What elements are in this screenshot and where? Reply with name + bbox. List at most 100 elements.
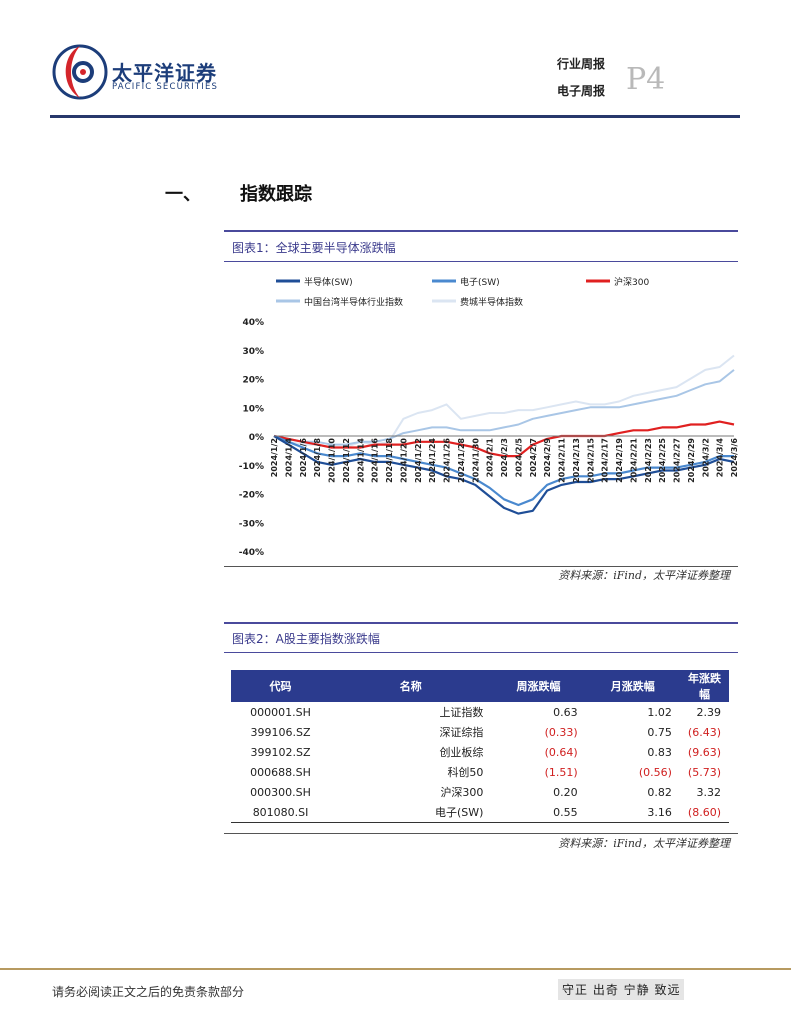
x-tick-label: 2024/1/24 <box>428 438 437 483</box>
cell-code: 801080.SI <box>231 802 331 823</box>
figure1-source: 资料来源：iFind，太平洋证券整理 <box>558 569 730 582</box>
x-tick-label: 2024/2/9 <box>543 438 552 478</box>
figure1-title: 图表1：全球主要半导体涨跌幅 <box>232 241 396 255</box>
y-tick-label: -40% <box>239 548 264 558</box>
cell-code: 399106.SZ <box>250 725 311 739</box>
x-tick-label: 2024/1/14 <box>356 438 365 483</box>
index-performance-table: 代码 名称 周涨跌幅 月涨跌幅 年涨跌幅 000001.SH 上证指数 0.63 1.… <box>231 670 729 823</box>
y-tick-label: 40% <box>242 318 264 328</box>
y-tick-label: -10% <box>239 462 264 472</box>
series-line <box>273 354 735 449</box>
x-tick-label: 2024/1/26 <box>443 438 452 483</box>
cell-code: 000688.SH <box>250 765 311 779</box>
section-number: 一、 <box>165 184 201 205</box>
cell-yearly: (5.73) <box>687 765 721 779</box>
series-line <box>273 434 734 507</box>
x-tick-label: 2024/2/27 <box>673 438 682 483</box>
logo-emblem-icon <box>52 44 108 100</box>
table-row: 000300.SH 沪深300 0.20 0.82 3.32 <box>231 782 729 802</box>
x-tick-label: 2024/1/12 <box>342 438 351 483</box>
x-tick-label: 2024/2/15 <box>586 438 595 483</box>
figure2-source-rule <box>224 833 738 834</box>
x-tick-label: 2024/3/6 <box>730 438 739 478</box>
y-tick-label: -20% <box>239 491 264 501</box>
cell-name: 电子(SW) <box>330 802 492 823</box>
x-tick-label: 2024/2/3 <box>500 438 509 477</box>
cell-weekly: 0.20 <box>553 785 578 799</box>
col-header-name: 名称 <box>330 670 492 702</box>
semiconductor-line-chart: 半导体(SW) 电子(SW) 沪深300 中国台湾半导体行业指数 费城半导体指数 40%… <box>239 276 739 558</box>
cell-yearly: (6.43) <box>687 725 721 739</box>
cell-yearly: 2.39 <box>696 705 722 719</box>
y-tick-label: 30% <box>242 347 264 357</box>
table-row: 399106.SZ 深证综指 (0.33) 0.75 (6.43) <box>231 722 729 742</box>
x-tick-label: 2024/1/22 <box>414 438 423 483</box>
x-tick-label: 2024/1/4 <box>284 438 293 478</box>
x-tick-label: 2024/1/30 <box>471 438 480 483</box>
cell-name: 沪深300 <box>440 786 484 799</box>
section-title: 指数跟踪 <box>240 184 312 205</box>
company-motto: 守正 出奇 宁静 致远 <box>558 979 685 1000</box>
cell-monthly: 0.83 <box>647 745 672 759</box>
x-tick-label: 2024/2/19 <box>615 438 624 483</box>
chart-series <box>273 354 735 515</box>
figure2-top-rule <box>224 622 738 624</box>
cell-name: 上证指数 <box>439 706 484 719</box>
cell-weekly: (0.64) <box>544 745 578 759</box>
table-row: 801080.SI 电子(SW) 0.55 3.16 (8.60) <box>231 802 729 823</box>
x-tick-label: 2024/1/2 <box>270 438 279 477</box>
x-tick-label: 2024/2/1 <box>486 438 495 478</box>
x-tick-label: 2024/1/10 <box>328 438 337 483</box>
figure2-title: 图表2：A股主要指数涨跌幅 <box>232 632 380 646</box>
y-tick-label: 10% <box>242 404 264 414</box>
x-tick-label: 2024/2/17 <box>601 438 610 483</box>
legend-label: 中国台湾半导体行业指数 <box>304 296 403 308</box>
x-tick-label: 2024/2/5 <box>514 438 523 478</box>
series-line <box>273 420 735 458</box>
cell-monthly: 3.16 <box>585 802 680 823</box>
cell-code: 000001.SH <box>250 705 311 719</box>
x-tick-label: 2024/1/8 <box>313 438 322 478</box>
legend-label: 电子(SW) <box>460 276 500 288</box>
legend-label: 半导体(SW) <box>304 276 353 288</box>
x-tick-label: 2024/1/20 <box>399 438 408 483</box>
company-name-cn: 太平洋证券 <box>112 61 217 85</box>
footer-divider <box>0 968 791 970</box>
x-tick-label: 2024/2/7 <box>529 438 538 477</box>
cell-monthly: 0.75 <box>647 725 672 739</box>
cell-monthly: 1.02 <box>647 705 672 719</box>
legend-label: 费城半导体指数 <box>460 296 523 308</box>
x-tick-label: 2024/1/28 <box>457 438 466 483</box>
chart-x-axis: 2024/1/2 2024/1/4 2024/1/6 2024/1/8 2024/1/1… <box>270 435 739 483</box>
y-tick-label: 20% <box>242 376 264 386</box>
col-header-yearly: 年涨跌幅 <box>679 670 729 702</box>
table-row: 399102.SZ 创业板综 (0.64) 0.83 (9.63) <box>231 742 729 762</box>
x-tick-label: 2024/1/6 <box>299 438 308 478</box>
x-tick-label: 2024/1/16 <box>371 438 380 483</box>
cell-weekly: (1.51) <box>544 765 578 779</box>
cell-name: 深证综指 <box>439 726 484 739</box>
col-header-monthly: 月涨跌幅 <box>585 670 680 702</box>
header-divider <box>50 115 740 118</box>
y-tick-label: -30% <box>239 519 264 529</box>
company-name-en: PACIFIC SECURITIES <box>112 82 219 92</box>
series-line <box>273 435 735 515</box>
y-tick-label: 0% <box>249 433 264 443</box>
x-tick-label: 2024/2/29 <box>687 438 696 483</box>
cell-code: 000300.SH <box>250 785 311 799</box>
legend-label: 沪深300 <box>614 276 649 288</box>
page-number: P4 <box>626 62 666 97</box>
figure1-bottom-rule <box>224 261 738 262</box>
figure1-source-rule <box>224 566 738 567</box>
table-header-row: 代码 名称 周涨跌幅 月涨跌幅 年涨跌幅 <box>231 670 729 702</box>
col-header-code: 代码 <box>231 670 331 702</box>
chart-y-axis: 40% 30% 20% 10% 0% -10% -20% -30% -40% <box>239 318 264 558</box>
cell-monthly: 0.82 <box>647 785 672 799</box>
x-tick-label: 2024/3/4 <box>716 438 725 478</box>
cell-yearly: 3.32 <box>696 785 722 799</box>
figure2-source: 资料来源：iFind，太平洋证券整理 <box>558 837 730 850</box>
cell-name: 创业板综 <box>439 746 484 759</box>
table-row: 000001.SH 上证指数 0.63 1.02 2.39 <box>231 702 729 722</box>
col-header-weekly: 周涨跌幅 <box>491 670 586 702</box>
cell-yearly: (9.63) <box>687 745 721 759</box>
